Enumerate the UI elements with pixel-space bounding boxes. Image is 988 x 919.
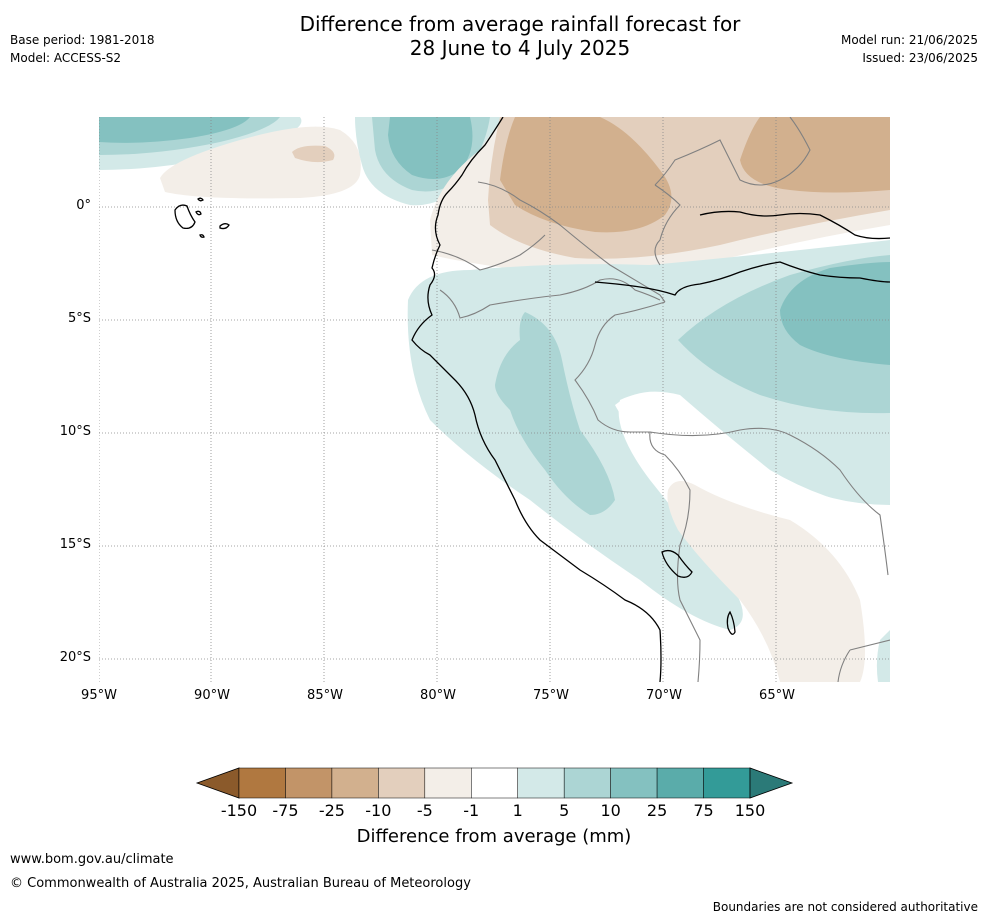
map-content [99,117,890,682]
colorbar-tick-label: 1 [512,801,523,820]
website-link[interactable]: www.bom.gov.au/climate [10,852,174,867]
model-name: Model: ACCESS-S2 [10,51,122,65]
colorbar-swatch [238,767,286,799]
colorbar-swatch [517,767,565,799]
base-period: Base period: 1981-2018 [10,33,155,47]
colorbar-swatch [656,767,704,799]
anomaly-peru-wet [495,312,615,515]
colorbar-tick-label: -10 [365,801,392,820]
longitude-label: 95°W [81,688,117,703]
country-borders [431,117,890,682]
page-title: Difference from average rainfall forecas… [0,12,988,60]
issued-date: Issued: 23/06/2025 [862,51,978,65]
anomaly-coast-wet-3 [388,117,473,179]
anomaly-nw-wet-3 [99,117,250,143]
colorbar-swatch [610,767,658,799]
title-line-2: 28 June to 4 July 2025 [409,36,631,60]
colorbar-swatch [563,767,611,799]
gridlines [99,117,890,682]
anomaly-bolivia-neutral [615,391,890,575]
longitude-label: 80°W [420,688,456,703]
colorbar-extend-high [749,767,794,799]
colorbar-tick-label: 25 [646,801,668,820]
colorbar-tick-label: -150 [220,801,258,820]
colorbar-tick-label: -75 [272,801,299,820]
colorbar-title: Difference from average (mm) [356,826,632,847]
colorbar-tick-label: -25 [318,801,345,820]
longitude-label: 75°W [533,688,569,703]
colorbar-extend-low [195,767,240,799]
boundary-disclaimer: Boundaries are not considered authoritat… [712,900,978,914]
latitude-label: 0° [76,198,91,214]
latitude-label: 10°S [59,424,91,440]
colorbar-swatch [703,767,751,799]
anomaly-se-dry [667,481,865,682]
colorbar-tick-label: -5 [416,801,433,820]
anomaly-ocean-dry [160,126,361,199]
latitude-label: 20°S [59,650,91,666]
colorbar-swatch [285,767,333,799]
colorbar-swatch [378,767,426,799]
longitude-label: 65°W [759,688,795,703]
colorbar-tick-label: 150 [734,801,766,820]
colorbar [195,767,794,799]
title-line-1: Difference from average rainfall forecas… [299,12,741,36]
colorbar-swatch [424,767,472,799]
colorbar-tick-label: 10 [600,801,621,820]
colorbar-tick-label: -1 [463,801,480,820]
anomaly-central-wet-3 [780,262,890,365]
model-run: Model run: 21/06/2025 [840,33,978,47]
colorbar-swatch [331,767,379,799]
longitude-label: 85°W [307,688,343,703]
colorbar-swatch [471,767,518,799]
copyright-notice: © Commonwealth of Australia 2025, Austra… [10,876,471,891]
longitude-label: 70°W [646,688,682,703]
anomaly-north-dry-4 [740,117,890,193]
longitude-label: 90°W [194,688,230,703]
coastlines [174,117,890,682]
latitude-label: 15°S [59,537,91,553]
colorbar-tick-label: 75 [693,801,714,820]
anomaly-north-dry-3 [500,117,672,233]
colorbar-tick-label: 5 [559,801,570,820]
latitude-label: 5°S [67,311,91,327]
anomaly-ocean-dry-core [292,145,335,163]
